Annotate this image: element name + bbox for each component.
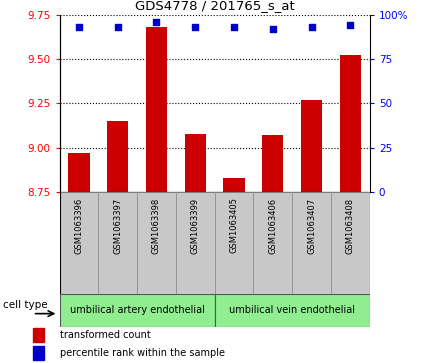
Bar xyxy=(176,192,215,294)
Text: percentile rank within the sample: percentile rank within the sample xyxy=(60,348,224,358)
Bar xyxy=(301,100,322,192)
Text: cell type: cell type xyxy=(3,301,48,310)
Text: GSM1063396: GSM1063396 xyxy=(74,197,83,254)
Bar xyxy=(340,56,361,192)
Bar xyxy=(331,192,370,294)
Bar xyxy=(33,346,44,360)
Text: GSM1063407: GSM1063407 xyxy=(307,197,316,254)
Bar xyxy=(137,192,176,294)
Text: transformed count: transformed count xyxy=(60,330,150,340)
Text: umbilical vein endothelial: umbilical vein endothelial xyxy=(229,305,355,315)
Text: GSM1063398: GSM1063398 xyxy=(152,197,161,254)
Text: GSM1063397: GSM1063397 xyxy=(113,197,122,254)
Bar xyxy=(98,192,137,294)
Bar xyxy=(60,192,98,294)
Point xyxy=(308,24,315,30)
Bar xyxy=(146,27,167,192)
Title: GDS4778 / 201765_s_at: GDS4778 / 201765_s_at xyxy=(135,0,295,12)
Bar xyxy=(107,121,128,192)
Bar xyxy=(68,153,90,192)
Point xyxy=(153,19,160,25)
Bar xyxy=(60,294,215,327)
Point xyxy=(269,26,276,32)
Bar xyxy=(215,294,370,327)
Text: GSM1063399: GSM1063399 xyxy=(191,197,200,254)
Point xyxy=(231,24,238,30)
Text: GSM1063405: GSM1063405 xyxy=(230,197,238,253)
Bar xyxy=(33,328,44,342)
Bar xyxy=(224,178,245,192)
Bar xyxy=(184,134,206,192)
Text: GSM1063406: GSM1063406 xyxy=(268,197,277,254)
Bar xyxy=(215,192,253,294)
Bar xyxy=(262,135,283,192)
Bar xyxy=(253,192,292,294)
Point xyxy=(192,24,198,30)
Bar xyxy=(292,192,331,294)
Point xyxy=(114,24,121,30)
Text: GSM1063408: GSM1063408 xyxy=(346,197,355,254)
Text: umbilical artery endothelial: umbilical artery endothelial xyxy=(70,305,204,315)
Point xyxy=(76,24,82,30)
Point xyxy=(347,22,354,28)
